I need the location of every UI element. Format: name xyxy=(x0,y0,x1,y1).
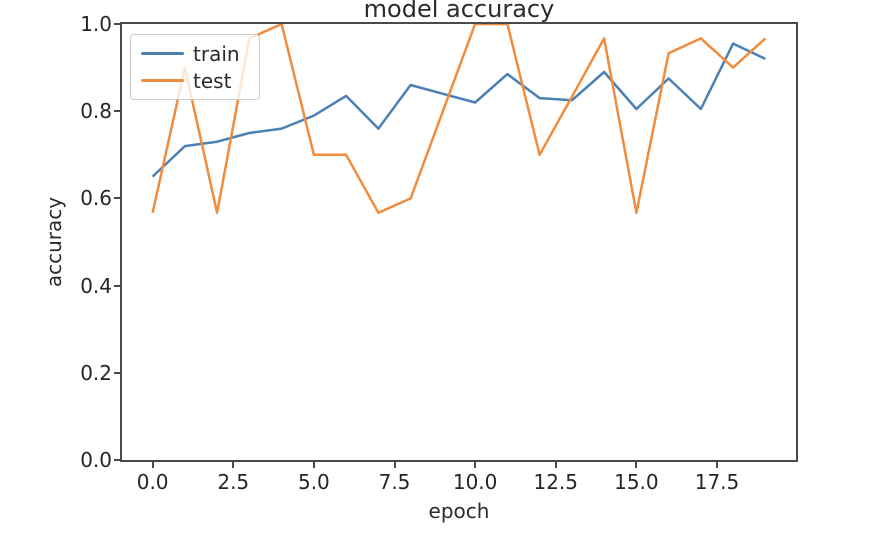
x-axis-label: epoch xyxy=(428,499,490,523)
x-tick-label: 17.5 xyxy=(694,470,740,494)
x-tick-label: 10.0 xyxy=(452,470,498,494)
y-tick-label: 0.8 xyxy=(80,99,112,124)
y-tick-mark xyxy=(114,371,120,374)
x-tick-mark xyxy=(474,462,477,468)
x-tick-label: 0.0 xyxy=(136,470,169,494)
x-tick-label: 5.0 xyxy=(297,470,330,494)
x-tick-label: 15.0 xyxy=(614,470,659,494)
y-tick-label: 1.0 xyxy=(80,12,112,36)
legend-label-train: train xyxy=(193,41,240,66)
y-tick-mark xyxy=(114,23,120,25)
y-tick-label: 0.6 xyxy=(80,186,112,211)
y-tick-label: 0.0 xyxy=(80,448,112,472)
chart-title: model accuracy xyxy=(363,0,555,23)
y-tick-label: 0.4 xyxy=(80,273,112,298)
x-tick-mark xyxy=(312,462,315,468)
x-tick-mark xyxy=(393,462,396,468)
x-tick-mark xyxy=(635,462,638,468)
x-tick-mark xyxy=(715,462,718,468)
y-tick-mark xyxy=(114,459,120,461)
y-tick-mark xyxy=(114,284,120,287)
legend: train test xyxy=(130,34,260,100)
y-tick-mark xyxy=(114,110,120,113)
x-tick-label: 12.5 xyxy=(533,470,578,494)
legend-swatch-train xyxy=(141,51,184,56)
y-tick-mark xyxy=(114,197,120,200)
x-tick-mark xyxy=(232,462,235,468)
x-tick-mark xyxy=(554,462,557,468)
legend-item-train: train xyxy=(141,40,259,67)
legend-item-test: test xyxy=(141,67,259,94)
y-tick-label: 0.2 xyxy=(80,360,112,385)
x-tick-mark xyxy=(151,462,154,468)
x-tick-label: 7.5 xyxy=(378,470,411,494)
legend-label-test: test xyxy=(193,68,232,93)
legend-swatch-test xyxy=(141,78,184,83)
x-tick-label: 2.5 xyxy=(217,470,250,494)
plot-area: train test xyxy=(120,22,798,462)
